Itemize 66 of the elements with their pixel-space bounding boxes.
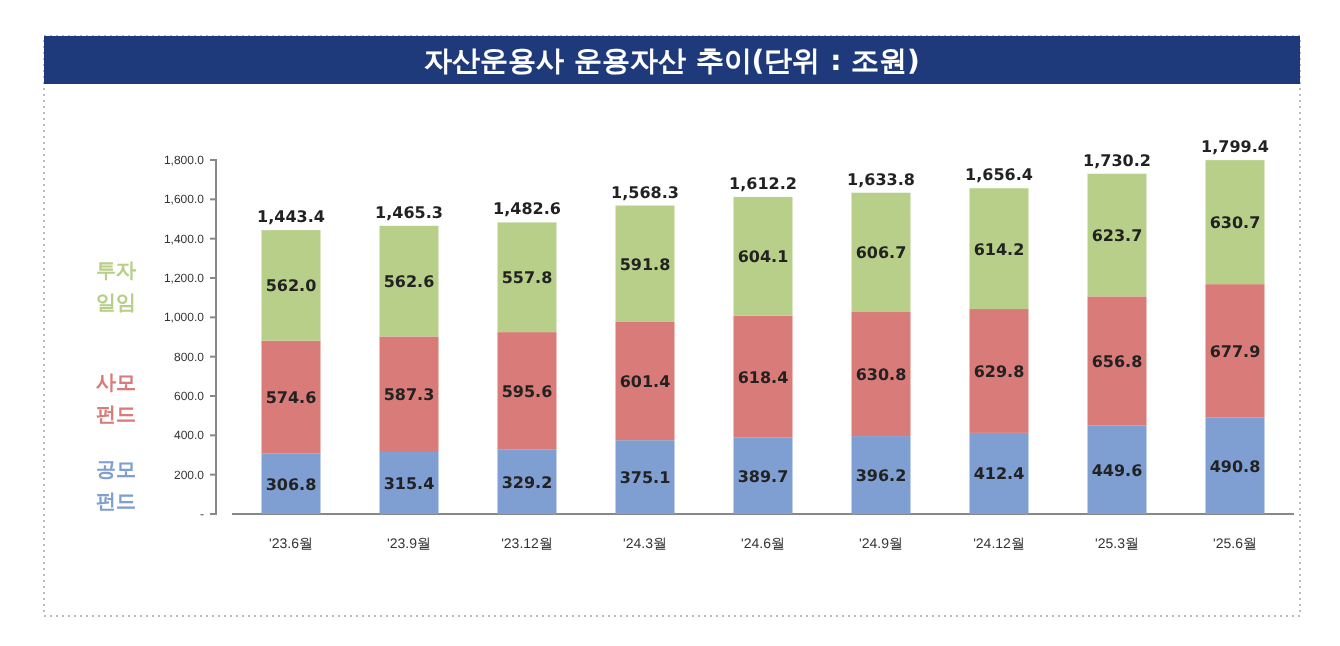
data-label: 591.8 xyxy=(619,255,672,274)
data-label: 306.8 xyxy=(265,475,318,494)
bar xyxy=(733,437,793,514)
bar xyxy=(615,440,675,514)
bar xyxy=(379,225,439,337)
data-label: 315.4 xyxy=(383,474,436,493)
data-label: 656.8 xyxy=(1091,352,1144,371)
chart-title: 자산운용사 운용자산 추이(단위 : 조원) xyxy=(424,46,920,78)
data-label: 623.7 xyxy=(1091,227,1143,246)
bar xyxy=(1205,417,1265,514)
data-label: 449.6 xyxy=(1091,461,1144,480)
data-label: 329.2 xyxy=(501,473,553,492)
total-label: 1,656.4 xyxy=(965,166,1034,185)
bar xyxy=(969,432,1029,514)
bar xyxy=(1087,425,1147,514)
bar xyxy=(615,321,675,441)
data-label: 412.4 xyxy=(973,465,1026,484)
data-label: 601.4 xyxy=(619,373,672,392)
total-label: 1,443.4 xyxy=(257,208,326,227)
data-label: 614.2 xyxy=(973,240,1025,259)
bar xyxy=(497,449,557,514)
data-label: 677.9 xyxy=(1209,342,1262,361)
bar xyxy=(851,192,911,313)
data-label: 587.3 xyxy=(383,386,435,405)
bar xyxy=(379,336,439,452)
data-label: 604.1 xyxy=(737,248,790,267)
bar xyxy=(497,222,557,333)
data-label: 396.2 xyxy=(855,467,907,486)
bar xyxy=(261,230,321,341)
bar xyxy=(1087,173,1147,297)
bar xyxy=(379,451,439,514)
data-label: 562.6 xyxy=(383,273,436,292)
bar xyxy=(733,196,793,316)
bar xyxy=(969,309,1029,433)
data-label: 630.7 xyxy=(1209,214,1261,233)
bar xyxy=(1087,296,1147,426)
data-label: 618.4 xyxy=(737,368,790,387)
data-label: 629.8 xyxy=(973,362,1026,381)
data-label: 630.8 xyxy=(855,366,908,385)
bar xyxy=(1205,160,1265,285)
total-label: 1,799.4 xyxy=(1201,138,1270,157)
data-label: 595.6 xyxy=(501,382,554,401)
total-label: 1,465.3 xyxy=(375,203,443,222)
total-label: 1,633.8 xyxy=(847,170,916,189)
total-label: 1,730.2 xyxy=(1083,151,1151,170)
bar xyxy=(1205,284,1265,418)
data-label: 557.8 xyxy=(501,269,554,288)
total-label: 1,612.2 xyxy=(729,174,797,193)
data-label: 574.6 xyxy=(265,389,318,408)
total-label: 1,482.6 xyxy=(493,200,562,219)
data-label: 490.8 xyxy=(1209,457,1262,476)
total-label: 1,568.3 xyxy=(611,183,679,202)
bar xyxy=(851,436,911,514)
bar xyxy=(733,315,793,438)
bar xyxy=(851,312,911,437)
text: 사모 펀드 xyxy=(96,373,136,428)
bar xyxy=(969,188,1029,310)
bar xyxy=(261,340,321,454)
text: 투자 일임 xyxy=(96,261,136,316)
data-label: 606.7 xyxy=(855,244,907,263)
text: 공모 펀드 xyxy=(96,459,136,514)
data-label: 389.7 xyxy=(737,467,789,486)
data-label: 375.1 xyxy=(619,469,672,488)
bar xyxy=(615,205,675,322)
bar xyxy=(497,332,557,450)
data-label: 562.0 xyxy=(265,277,318,296)
